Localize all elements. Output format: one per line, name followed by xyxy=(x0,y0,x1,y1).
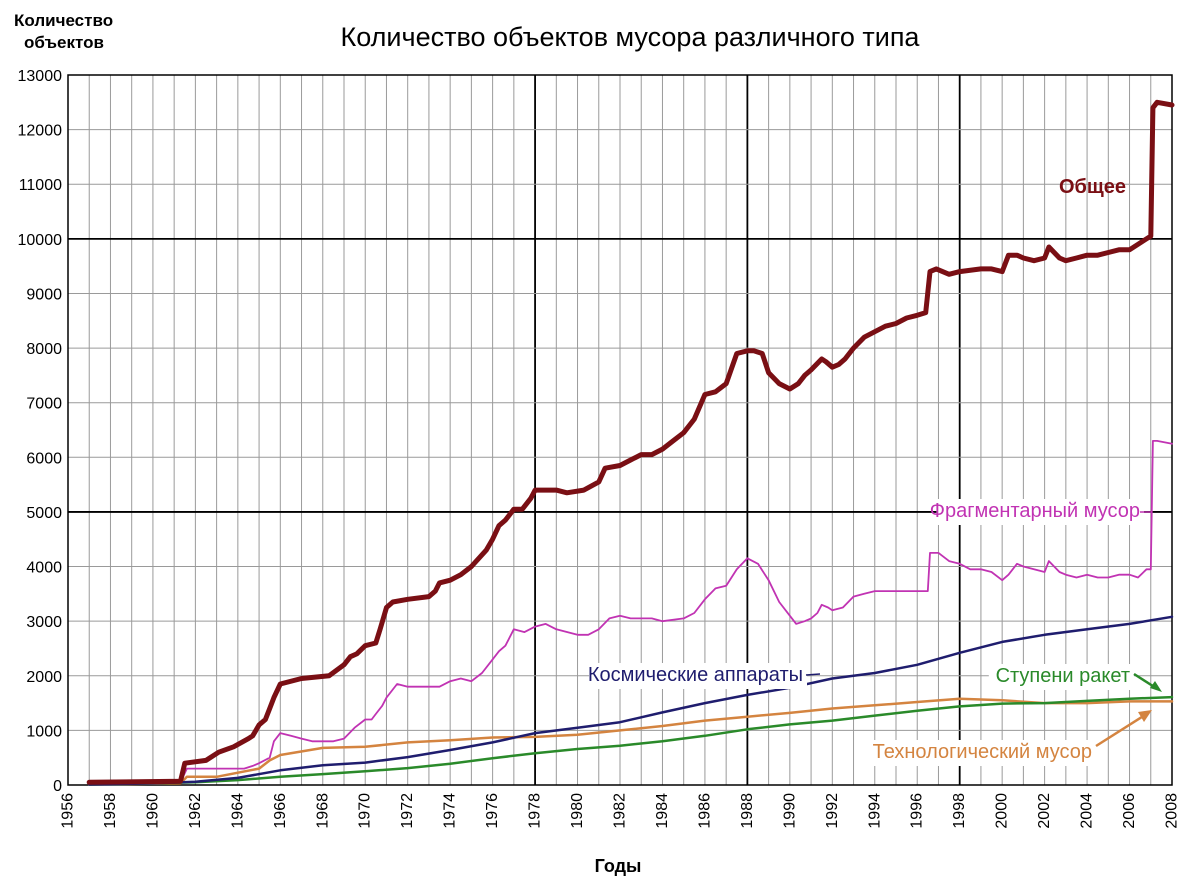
y-tick-label: 10000 xyxy=(18,232,63,249)
y-tick-label: 4000 xyxy=(26,560,62,577)
y-tick-label: 3000 xyxy=(26,614,62,631)
y-tick-label: 8000 xyxy=(26,341,62,358)
x-tick-label: 2006 xyxy=(1121,793,1138,829)
series-line-4 xyxy=(87,697,1174,786)
annotation-label: Фрагментарный мусор xyxy=(930,500,1140,522)
annotation-leader xyxy=(1095,713,1146,748)
x-tick-label: 1968 xyxy=(314,793,331,829)
annotation-bg xyxy=(589,663,807,689)
annotation-bg xyxy=(988,664,1134,690)
annotation-label: Космические аппараты xyxy=(588,664,803,686)
x-tick-label: 1984 xyxy=(654,793,671,829)
x-tick-label: 1966 xyxy=(272,793,289,829)
x-tick-label: 1986 xyxy=(696,793,713,829)
x-tick-label: 1994 xyxy=(866,793,883,829)
series-line-3 xyxy=(87,695,1174,786)
x-tick-label: 1972 xyxy=(399,793,416,829)
x-tick-label: 2000 xyxy=(994,793,1011,829)
annotation-bg xyxy=(867,740,1096,766)
chart-title: Количество объектов мусора различного ти… xyxy=(341,22,921,52)
annotation-leader xyxy=(805,673,821,676)
x-tick-label: 2008 xyxy=(1164,793,1181,829)
x-tick-label: 1992 xyxy=(824,793,841,829)
x-tick-label: 1956 xyxy=(60,793,77,829)
y-axis-label-line2: объектов xyxy=(24,33,104,52)
series-line-1 xyxy=(88,439,1173,785)
x-tick-label: 1958 xyxy=(102,793,119,829)
annotation-label: Ступени ракет xyxy=(996,665,1130,687)
y-tick-label: 12000 xyxy=(18,123,63,140)
x-tick-label: 1990 xyxy=(781,793,798,829)
plot-frame xyxy=(67,74,1173,786)
annotation-bg xyxy=(936,499,1144,525)
x-tick-label: 1980 xyxy=(569,793,586,829)
plot-area: 0 1000 2000 3000 4000 5000 6000 7000 8000 9000 100… xyxy=(18,68,1181,829)
series-line-0 xyxy=(86,99,1175,785)
y-tick-label: 7000 xyxy=(26,396,62,413)
y-tick-label: 5000 xyxy=(26,505,62,522)
x-tick-label: 1998 xyxy=(951,793,968,829)
y-tick-label: 2000 xyxy=(26,669,62,686)
x-tick-label: 1960 xyxy=(144,793,161,829)
x-tick-label: 1970 xyxy=(357,793,374,829)
annotation-label: Общее xyxy=(1059,176,1126,198)
y-tick-label: 0 xyxy=(53,778,62,795)
x-tick-label: 1962 xyxy=(187,793,204,829)
y-axis-label-line1: Количество xyxy=(14,11,113,30)
annotation-arrowhead xyxy=(1138,710,1152,722)
series-line-2 xyxy=(87,615,1174,786)
x-tick-label: 1978 xyxy=(527,793,544,829)
y-tick-label: 11000 xyxy=(19,177,62,194)
x-tick-label: 2002 xyxy=(1036,793,1053,829)
x-tick-label: 2004 xyxy=(1079,793,1096,829)
x-tick-label: 1996 xyxy=(909,793,926,829)
annotation-arrowhead xyxy=(1150,681,1162,692)
y-tick-label: 1000 xyxy=(26,723,62,740)
x-tick-label: 1964 xyxy=(229,793,246,829)
annotation-label: Технологический мусор xyxy=(873,741,1092,763)
y-tick-label: 13000 xyxy=(18,68,63,85)
x-tick-label: 1988 xyxy=(739,793,756,829)
x-tick-label: 1974 xyxy=(442,793,459,829)
y-tick-label: 9000 xyxy=(26,286,62,303)
x-tick-label: 1982 xyxy=(612,793,629,829)
y-tick-label: 6000 xyxy=(26,450,62,467)
x-axis-label: Годы xyxy=(595,856,642,876)
x-tick-label: 1976 xyxy=(484,793,501,829)
